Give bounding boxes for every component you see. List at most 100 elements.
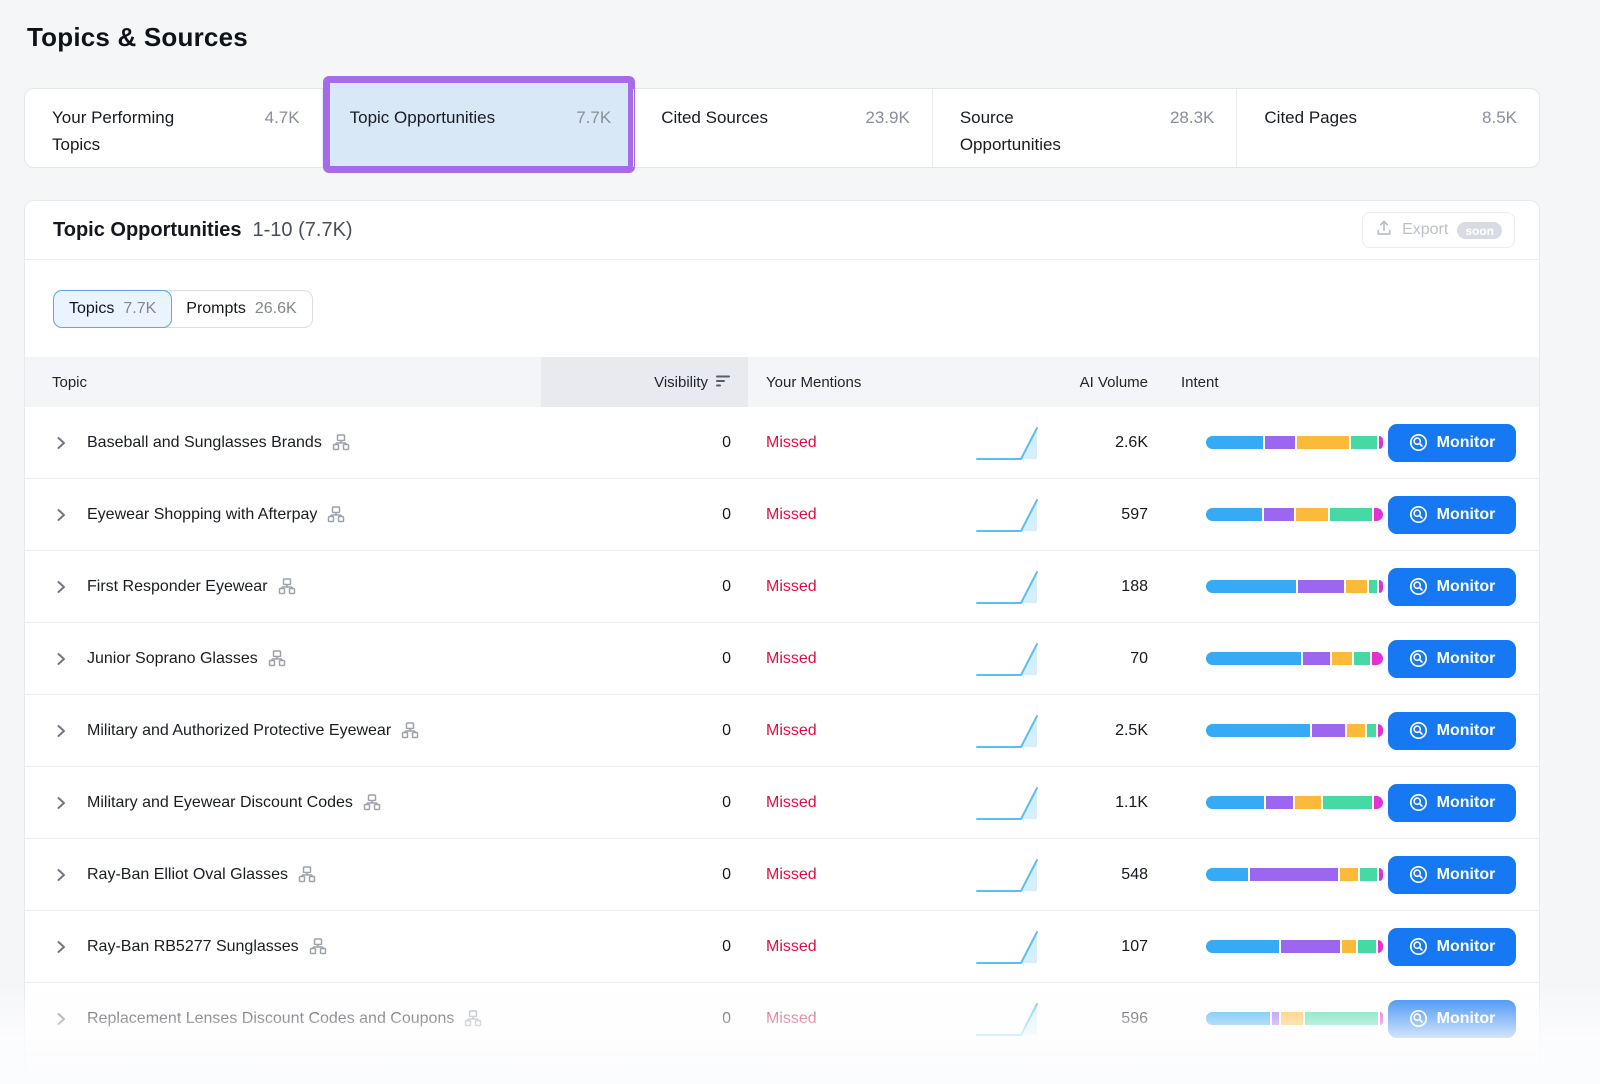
intent-segment-orange [1346,580,1367,593]
topic-cell: Eyewear Shopping with Afterpay [25,489,541,540]
monitor-button[interactable]: Monitor [1388,568,1516,606]
topic-name[interactable]: Military and Authorized Protective Eyewe… [87,719,391,742]
mentions-cell: Missed [748,866,975,884]
tab-your-performing-topics[interactable]: Your Performing Topics4.7K [25,89,323,167]
chevron-right-icon[interactable] [53,651,69,667]
monitor-button[interactable]: Monitor [1388,856,1516,894]
topic-name[interactable]: Baseball and Sunglasses Brands [87,431,322,454]
intent-segment-orange [1332,652,1352,665]
table-row: Ray-Ban Elliot Oval Glasses 0 Missed 548 [25,839,1539,911]
table-row: First Responder Eyewear 0 Missed 188 [25,551,1539,623]
ai-volume-value: 2.5K [1068,722,1148,740]
topic-name[interactable]: Replacement Lenses Discount Codes and Co… [87,1007,454,1030]
monitor-label: Monitor [1437,722,1496,740]
topic-cell: Ray-Ban Elliot Oval Glasses [25,849,541,900]
chevron-right-icon[interactable] [53,867,69,883]
topic-name[interactable]: Military and Eyewear Discount Codes [87,791,353,814]
monitor-icon [1409,793,1428,812]
export-button[interactable]: Export soon [1362,212,1515,248]
topic-name[interactable]: First Responder Eyewear [87,575,268,598]
intent-segment-purple [1303,652,1330,665]
intent-segment-blue [1206,580,1296,593]
tab-count: 28.3K [1170,104,1214,131]
monitor-button[interactable]: Monitor [1388,640,1516,678]
intent-segment-magenta [1372,652,1383,665]
intent-cell [1148,1012,1383,1025]
monitor-button[interactable]: Monitor [1388,496,1516,534]
actions-cell: Monitor [1383,1000,1539,1038]
mentions-cell: Missed [748,938,975,956]
chevron-right-icon[interactable] [53,795,69,811]
tab-source-opportunities[interactable]: Source Opportunities 28.3K [933,89,1238,167]
chevron-right-icon[interactable] [53,507,69,523]
monitor-label: Monitor [1437,866,1496,884]
column-header-ai-volume: AI Volume [1068,374,1148,391]
trend-sparkline [975,639,1068,679]
chevron-right-icon[interactable] [53,939,69,955]
chevron-right-icon[interactable] [53,723,69,739]
monitor-button[interactable]: Monitor [1388,784,1516,822]
trend-sparkline [975,711,1068,751]
toggle-prompts[interactable]: Prompts 26.6K [171,291,311,327]
monitor-icon [1409,1009,1428,1028]
monitor-label: Monitor [1437,434,1496,452]
visibility-value: 0 [541,1010,748,1028]
sitemap-icon [278,578,296,595]
intent-bar [1206,724,1383,737]
intent-segment-blue [1206,796,1264,809]
tab-cited-pages[interactable]: Cited Pages8.5K [1237,89,1539,167]
visibility-value: 0 [541,578,748,596]
intent-cell [1148,940,1383,953]
topic-name[interactable]: Ray-Ban Elliot Oval Glasses [87,863,288,886]
panel-range: 1-10 (7.7K) [253,219,353,242]
actions-cell: Monitor [1383,712,1539,750]
chevron-right-icon[interactable] [53,579,69,595]
topic-cell: Ray-Ban RB5277 Sunglasses [25,921,541,972]
topic-name[interactable]: Ray-Ban RB5277 Sunglasses [87,935,299,958]
monitor-button[interactable]: Monitor [1388,928,1516,966]
column-header-topic: Topic [25,374,541,391]
topic-name[interactable]: Eyewear Shopping with Afterpay [87,503,317,526]
tab-label: Topic Opportunities [350,104,496,131]
tab-cited-sources[interactable]: Cited Sources23.9K [634,89,933,167]
actions-cell: Monitor [1383,568,1539,606]
chevron-right-icon[interactable] [53,435,69,451]
visibility-value: 0 [541,722,748,740]
visibility-header-label: Visibility [654,374,708,391]
chevron-right-icon[interactable] [53,1011,69,1027]
intent-segment-green [1330,508,1372,521]
sitemap-icon [298,866,316,883]
column-header-visibility[interactable]: Visibility [541,357,748,407]
sitemap-icon [401,722,419,739]
trend-sparkline [975,999,1068,1039]
monitor-button[interactable]: Monitor [1388,712,1516,750]
trend-sparkline [975,783,1068,823]
visibility-value: 0 [541,434,748,452]
mentions-status: Missed [766,938,817,955]
tab-label: Source Opportunities [960,104,1118,158]
monitor-label: Monitor [1437,938,1496,956]
intent-bar [1206,796,1383,809]
toggle-topics[interactable]: Topics 7.7K [53,290,172,328]
monitor-button[interactable]: Monitor [1388,1000,1516,1038]
sitemap-icon [363,794,381,811]
sitemap-icon [464,1010,482,1027]
ai-volume-value: 596 [1068,1010,1148,1028]
toggle-prompts-label: Prompts [186,300,246,318]
monitor-button[interactable]: Monitor [1388,424,1516,462]
intent-bar [1206,940,1383,953]
monitor-icon [1409,433,1428,452]
monitor-icon [1409,577,1428,596]
actions-cell: Monitor [1383,784,1539,822]
mentions-status: Missed [766,794,817,811]
mentions-status: Missed [766,866,817,883]
trend-sparkline [975,855,1068,895]
topic-cell: Military and Authorized Protective Eyewe… [25,705,541,756]
tab-topic-opportunities[interactable]: Topic Opportunities7.7K [323,89,635,167]
monitor-icon [1409,721,1428,740]
sitemap-icon [332,434,350,451]
topic-name[interactable]: Junior Soprano Glasses [87,647,258,670]
intent-segment-green [1323,796,1372,809]
table-body: Baseball and Sunglasses Brands 0 Missed … [25,407,1539,1055]
mentions-status: Missed [766,722,817,739]
